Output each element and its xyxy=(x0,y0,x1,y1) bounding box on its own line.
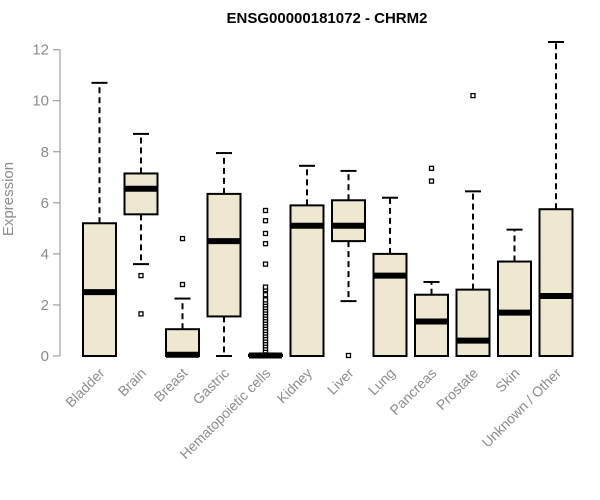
box-breast xyxy=(165,235,200,358)
boxes-layer xyxy=(82,41,574,359)
outlier-point xyxy=(262,297,269,303)
x-tick-label: Brain xyxy=(115,365,149,399)
outlier-point xyxy=(138,272,144,279)
y-tick-label: 0 xyxy=(41,348,49,365)
x-tick-label: Unknown / Other xyxy=(479,365,565,451)
outlier-point xyxy=(470,92,476,99)
box-prostate xyxy=(455,92,491,357)
outlier-point xyxy=(179,235,186,242)
box-kidney xyxy=(289,164,325,357)
y-tick-label: 10 xyxy=(32,93,49,110)
x-tick-label: Skin xyxy=(492,365,523,396)
outlier-point xyxy=(179,281,186,288)
box-body xyxy=(538,208,574,357)
outlier-point xyxy=(262,207,269,214)
box-gastric xyxy=(206,152,242,357)
box-skin xyxy=(497,228,532,357)
box-body xyxy=(123,172,159,216)
y-tick-label: 8 xyxy=(41,144,49,161)
outlier-point xyxy=(262,292,269,298)
box-lung xyxy=(372,196,408,358)
box-body xyxy=(414,293,449,358)
y-axis-label: Expression xyxy=(0,162,17,236)
y-tick-label: 4 xyxy=(41,246,49,263)
outlier-point xyxy=(138,311,144,317)
outlier-point xyxy=(262,261,269,267)
box-bladder xyxy=(82,81,117,357)
y-axis: 0 2 4 6 8 10 12 xyxy=(32,42,61,365)
box-unknown-other xyxy=(538,41,574,357)
box-brain xyxy=(123,132,159,317)
y-tick-label: 12 xyxy=(32,42,49,59)
box-hematopoietic-cells xyxy=(248,207,283,359)
box-body xyxy=(206,192,242,318)
outlier-point xyxy=(262,284,269,290)
x-tick-label: Prostate xyxy=(433,365,481,413)
x-tick-label: Bladder xyxy=(62,365,108,411)
box-pancreas xyxy=(414,165,449,358)
outlier-point xyxy=(262,241,269,247)
outlier-point xyxy=(262,218,269,224)
outlier-point xyxy=(428,165,435,172)
box-liver xyxy=(331,169,366,359)
box-body xyxy=(289,204,325,357)
x-tick-label: Kidney xyxy=(274,365,316,407)
y-tick-label: 2 xyxy=(41,297,49,314)
box-body xyxy=(165,328,200,358)
box-body xyxy=(372,252,408,358)
x-tick-label: Liver xyxy=(324,365,357,398)
outlier-point xyxy=(428,178,435,184)
chart-title: ENSG00000181072 - CHRM2 xyxy=(227,10,428,27)
box-body xyxy=(331,199,366,243)
box-body xyxy=(455,288,491,357)
y-tick-label: 6 xyxy=(41,195,49,212)
outlier-point xyxy=(345,352,352,359)
box-body xyxy=(497,260,532,357)
outlier-point xyxy=(262,230,269,237)
x-tick-label: Breast xyxy=(151,365,191,405)
x-tick-label: Lung xyxy=(365,365,398,398)
